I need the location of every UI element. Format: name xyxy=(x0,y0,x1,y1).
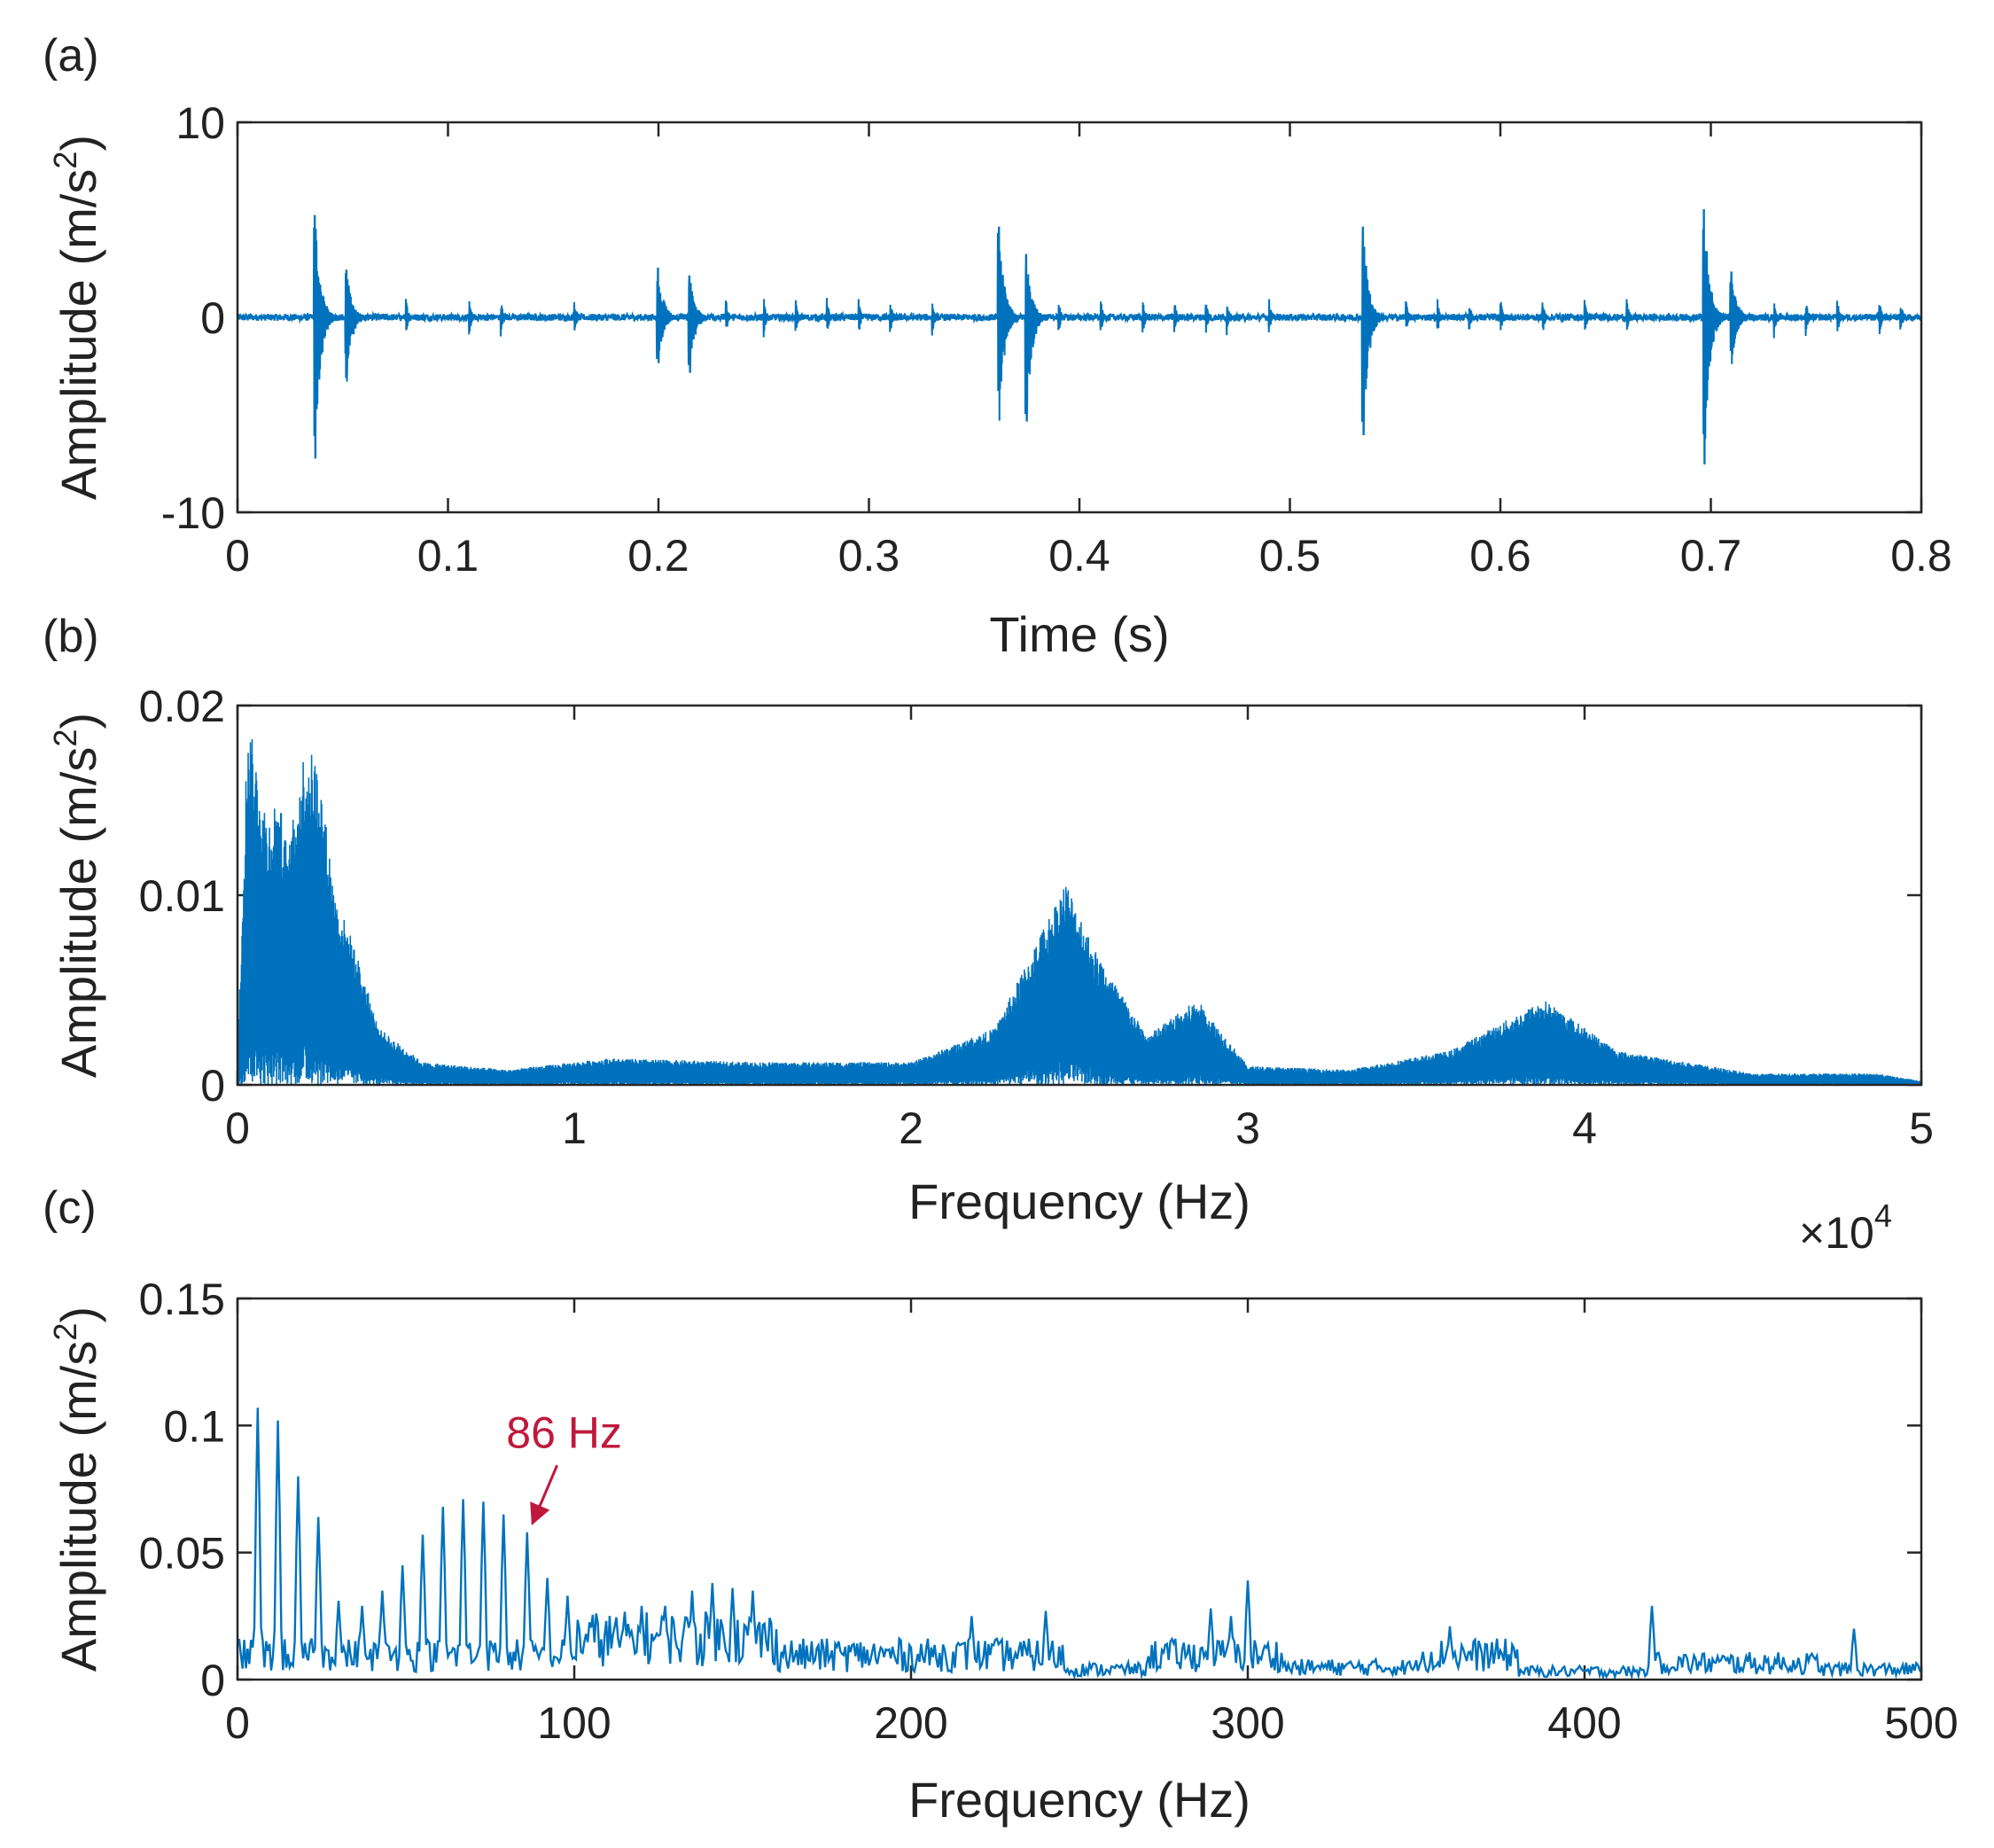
panel-c: (c) Amplitude (m/s2) 0 100 200 300 400 500 0 0.… xyxy=(43,1182,1959,1828)
panel-a-xlabel: Time (s) xyxy=(989,606,1169,662)
panel-a-ytick-label: 0 xyxy=(200,293,225,343)
panel-a-ytick-label: -10 xyxy=(161,488,225,538)
panel-b-label: (b) xyxy=(43,611,99,662)
panel-c-xtick-label: 200 xyxy=(874,1698,947,1748)
panel-b-ylabel: Amplitude (m/s2) xyxy=(47,713,106,1078)
panel-a-label: (a) xyxy=(43,30,99,82)
panel-a-xtick-label: 0.7 xyxy=(1680,531,1742,581)
panel-b: (b) Amplitude (m/s2) 0 1 2 3 4 5 0 0.01 0.02 Fre… xyxy=(43,611,1934,1258)
panel-c-label: (c) xyxy=(43,1182,97,1234)
panel-b-xlabel: Frequency (Hz) xyxy=(908,1174,1250,1229)
panel-b-xtick-label: 4 xyxy=(1572,1103,1597,1153)
panel-a-xtick-label: 0.5 xyxy=(1259,531,1321,581)
panel-a-frame xyxy=(236,121,1923,514)
panel-b-xtick-label: 1 xyxy=(562,1103,587,1153)
panel-c-ytick-label: 0.1 xyxy=(163,1401,225,1451)
panel-b-xtick-label: 5 xyxy=(1909,1103,1934,1153)
panel-c-frame xyxy=(236,1297,1923,1681)
panel-c-ytick-label: 0.05 xyxy=(139,1529,225,1579)
panel-b-frame xyxy=(236,704,1923,1087)
panel-c-ytick-label: 0.15 xyxy=(139,1275,225,1324)
panel-c-xtick-label: 400 xyxy=(1547,1698,1621,1748)
panel-c-xtick-label: 500 xyxy=(1884,1698,1958,1748)
panel-b-ytick-label: 0.01 xyxy=(139,871,225,921)
panel-c-xtick-label: 300 xyxy=(1211,1698,1284,1748)
panel-b-xtick-label: 0 xyxy=(225,1103,250,1153)
panel-b-ticks: 0 1 2 3 4 5 0 0.01 0.02 xyxy=(139,682,1934,1153)
panel-a-series xyxy=(238,209,1921,464)
panel-b-exponent: ×104 xyxy=(1799,1197,1892,1258)
panel-b-ytick-label: 0.02 xyxy=(139,682,225,731)
panel-c-xlabel: Frequency (Hz) xyxy=(908,1772,1250,1828)
panel-a-ytick-label: 10 xyxy=(175,98,225,148)
panel-a-ylabel: Amplitude (m/s2) xyxy=(47,135,106,500)
panel-a-xtick-label: 0 xyxy=(225,531,250,581)
panel-b-xtick-label: 2 xyxy=(899,1103,923,1153)
panel-c-ylabel: Amplitude (m/s2) xyxy=(47,1306,106,1672)
panel-c-xtick-label: 0 xyxy=(225,1698,250,1748)
annotation-86hz-label: 86 Hz xyxy=(506,1407,622,1457)
panel-c-ticks: 0 100 200 300 400 500 0 0.05 0.1 0.15 xyxy=(139,1275,1959,1748)
panel-b-series xyxy=(238,738,1921,1085)
panel-b-xtick-label: 3 xyxy=(1235,1103,1260,1153)
panel-a-xtick-label: 0.2 xyxy=(627,531,689,581)
panel-a-xtick-label: 0.8 xyxy=(1890,531,1952,581)
panel-a-xtick-label: 0.1 xyxy=(417,531,479,581)
panel-a: (a) Amplitude (m/s2) 0 0.1 0.2 0.3 0.4 0.5 0.6… xyxy=(43,30,1952,662)
panel-b-ytick-label: 0 xyxy=(200,1061,225,1111)
annotation-86hz-arrow xyxy=(530,1464,558,1525)
panel-a-xtick-label: 0.3 xyxy=(838,531,900,581)
panel-c-series xyxy=(238,1407,1921,1680)
panel-a-xtick-label: 0.4 xyxy=(1048,531,1110,581)
panel-c-ytick-label: 0 xyxy=(200,1656,225,1705)
panel-c-xtick-label: 100 xyxy=(537,1698,611,1748)
panel-a-xtick-label: 0.6 xyxy=(1469,531,1531,581)
